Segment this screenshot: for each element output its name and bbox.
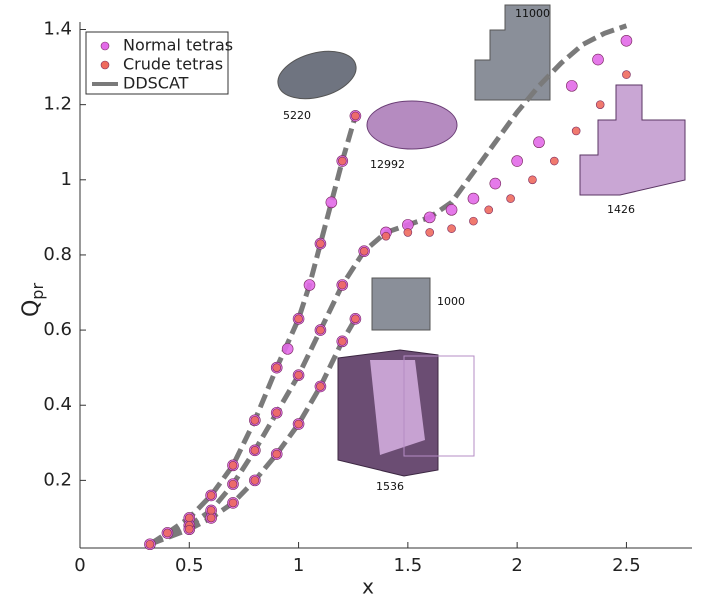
data-point — [251, 446, 259, 454]
x-tick-label: 0 — [74, 555, 85, 576]
legend-label: DDSCAT — [123, 74, 189, 93]
sphere-inset — [273, 43, 362, 106]
inset-label: 12992 — [370, 158, 405, 171]
ddscat-line — [150, 319, 355, 544]
data-point — [360, 247, 368, 255]
data-point — [596, 101, 604, 109]
data-point — [316, 240, 324, 248]
data-point — [185, 514, 193, 522]
legend-swatch — [101, 61, 109, 69]
data-point — [490, 178, 501, 189]
y-tick-label: 0.4 — [43, 394, 72, 415]
data-point — [382, 232, 390, 240]
data-point — [273, 409, 281, 417]
inset-label: 1536 — [376, 480, 404, 493]
data-point — [338, 281, 346, 289]
x-tick-label: 1.5 — [394, 555, 423, 576]
inset-label: 5220 — [283, 109, 311, 122]
data-point — [273, 450, 281, 458]
data-point — [251, 476, 259, 484]
y-tick-label: 0.6 — [43, 319, 72, 340]
data-point — [295, 371, 303, 379]
data-point — [273, 364, 281, 372]
inset-label: 11000 — [515, 7, 550, 20]
y-axis-label-base: Q — [19, 300, 44, 317]
data-point — [446, 204, 457, 215]
data-point — [207, 491, 215, 499]
y-axis-label: Qpr — [19, 283, 47, 317]
data-point — [593, 54, 604, 65]
data-point — [621, 35, 632, 46]
data-point — [448, 225, 456, 233]
y-tick-label: 0.8 — [43, 244, 72, 265]
data-point — [316, 326, 324, 334]
legend-label: Normal tetras — [123, 36, 233, 55]
x-tick-label: 2 — [511, 555, 522, 576]
x-tick-label: 0.5 — [175, 555, 204, 576]
data-point — [338, 337, 346, 345]
data-point — [316, 382, 324, 390]
data-point — [424, 212, 435, 223]
data-point — [534, 137, 545, 148]
data-point — [207, 514, 215, 522]
data-point — [426, 228, 434, 236]
data-point — [622, 71, 630, 79]
y-tick-label: 1.2 — [43, 94, 72, 115]
data-point — [229, 499, 237, 507]
y-tick-label: 0.2 — [43, 469, 72, 490]
data-point — [295, 315, 303, 323]
data-point — [229, 461, 237, 469]
data-point — [351, 112, 359, 120]
data-point — [469, 217, 477, 225]
chart: 0 0.5 1 1.5 2 2.5 0.2 0.4 0.6 0.8 1 1.2 1.4 x Qpr Norma… — [0, 0, 703, 601]
inset-label: 1000 — [437, 295, 465, 308]
data-point — [404, 228, 412, 236]
data-point — [507, 195, 515, 203]
data-point — [207, 506, 215, 514]
data-point — [485, 206, 493, 214]
data-point — [251, 416, 259, 424]
legend-label: Crude tetras — [123, 55, 223, 74]
data-point — [338, 157, 346, 165]
data-point — [326, 197, 337, 208]
data-point — [304, 280, 315, 291]
cube-inset — [372, 278, 430, 330]
data-point — [282, 343, 293, 354]
x-axis-label: x — [362, 575, 374, 599]
data-point — [146, 540, 154, 548]
data-point — [351, 315, 359, 323]
x-tick-label: 1 — [293, 555, 304, 576]
data-point — [512, 156, 523, 167]
x-tick-label: 2.5 — [612, 555, 641, 576]
data-point — [295, 420, 303, 428]
tetra-sphere-inset — [367, 101, 457, 149]
data-point — [229, 480, 237, 488]
data-point — [572, 127, 580, 135]
data-point — [566, 80, 577, 91]
data-point — [468, 193, 479, 204]
data-point — [528, 176, 536, 184]
inset-label: 1426 — [607, 203, 635, 216]
y-axis-label-sub: pr — [28, 283, 47, 300]
legend-swatch — [101, 42, 109, 50]
tetra-stairs-inset — [580, 85, 685, 195]
data-point — [185, 525, 193, 533]
data-point — [163, 529, 171, 537]
data-point — [550, 157, 558, 165]
y-tick-label: 1.4 — [43, 19, 72, 40]
y-tick-label: 1 — [61, 169, 72, 190]
